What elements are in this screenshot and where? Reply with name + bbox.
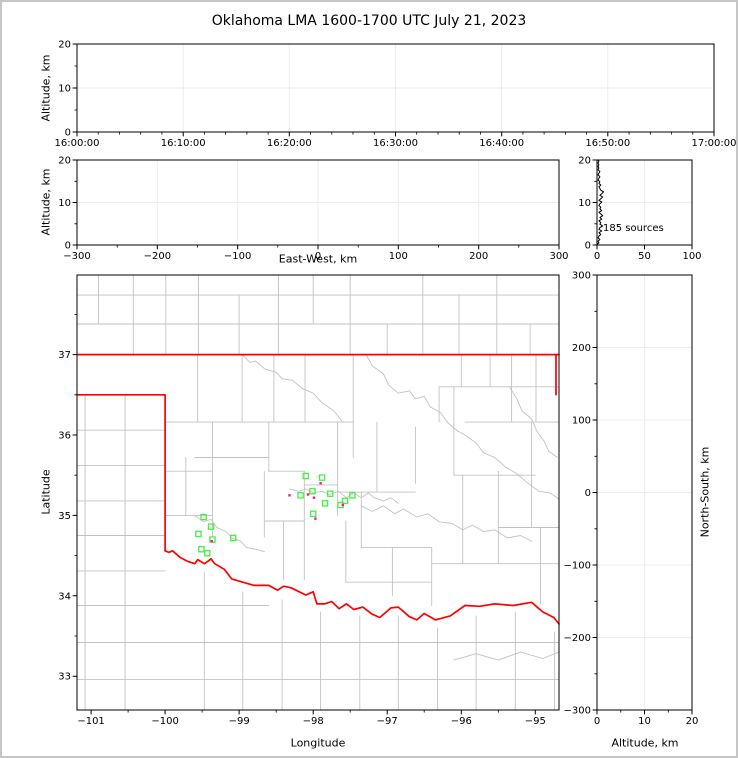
lma-source-square [198,545,205,553]
axis-tick-label: 20 [58,156,71,167]
axis-tick-label: 100 [389,251,408,262]
lma-source-dot [341,503,345,507]
panel-plan-view-map: −101 −100 −99 −98 −97 −96 −95 33 34 35 36 37 [58,274,560,727]
county-line [194,514,265,553]
altitude-histogram-trace [596,159,605,245]
axis-tick-label: −100 [564,561,591,572]
lma-source-dot [288,494,291,497]
lma-source-square [309,510,317,518]
axis-tick-label: 16:00:00 [55,138,100,149]
county-line [289,488,399,504]
axis-tick-label: 0 [65,128,71,139]
axis-tick-label: 16:10:00 [161,138,206,149]
axis-tick-label: 100 [572,416,591,427]
ew-height-y-axis-label: Altitude, km [39,168,53,236]
lma-source-dot [312,496,316,499]
axis-tick-label: −300 [63,251,90,262]
axis-tick-label: 33 [58,672,71,683]
axis-tick-label: 16:40:00 [479,138,524,149]
lma-source-dot [319,482,322,485]
axis-tick-label: 16:50:00 [585,138,630,149]
axis-tick-label: 300 [549,251,568,262]
axis-tick-label: −101 [77,716,104,727]
lma-source-square [321,500,329,507]
axis-tick-label: −97 [377,716,398,727]
county-line [360,505,533,542]
axis-tick-label: 36 [58,431,71,442]
axis-tick-label: 37 [58,350,71,361]
axis-tick-label: 35 [58,511,71,522]
state-border-line [76,393,166,552]
county-line [453,651,560,661]
source-count-annotation: 185 sources [603,223,664,234]
axis-tick-label: −96 [451,716,472,727]
axis-tick-label: −98 [303,716,324,727]
ns-height-y-axis-label: North-South, km [698,446,712,538]
state-border-line [164,549,560,625]
axis-tick-label: 10 [58,198,71,209]
axis-tick-label: −300 [564,706,591,717]
axis-tick-label: −200 [564,633,591,644]
map-x-axis-label: Longitude [290,736,346,750]
axis-tick-label: −95 [525,716,546,727]
lma-source-square [207,523,215,530]
axis-tick-label: 17:00:00 [692,138,737,149]
axis-tick-label: −200 [144,251,171,262]
axis-tick-label: 50 [638,251,651,262]
axis-tick-label: 200 [572,343,591,354]
lma-source-square [229,534,237,542]
figure-title: Oklahoma LMA 1600-1700 UTC July 21, 2023 [211,13,527,29]
lma-source-dot [306,493,310,496]
axis-tick-label: −100 [151,716,178,727]
axis-tick-label: 10 [578,198,591,209]
axis-tick-label: 0 [65,241,71,252]
lma-source-square [309,488,316,495]
axis-tick-label: 0 [594,251,600,262]
panel-north-south-height: 0 10 20 −300 −200 −100 0 100 200 300 [564,271,699,728]
axis-tick-label: 0 [585,241,591,252]
panel-east-west-height: −300 −200 −100 0 100 200 300 0 10 20 [58,156,568,263]
axis-tick-label: 0 [585,488,591,499]
county-line [508,386,558,458]
axis-tick-label: 10 [58,84,71,95]
axis-tick-label: 100 [682,251,701,262]
lma-source-square [297,492,304,499]
lma-source-square [195,530,202,538]
map-y-axis-label: Latitude [39,469,53,515]
axis-tick-label: 16:30:00 [373,138,418,149]
axis-tick-label: −100 [224,251,251,262]
county-line [366,354,560,500]
lma-source-square [341,497,349,505]
lma-source-dot [314,517,317,520]
axis-tick-label: 16:20:00 [267,138,312,149]
time-height-y-axis-label: Altitude, km [39,54,53,122]
lma-source-square [349,492,356,499]
axis-tick-label: 20 [686,716,699,727]
axes-frame [76,274,560,711]
axis-tick-label: 300 [572,271,591,282]
axis-tick-label: 200 [469,251,488,262]
panel-altitude-histogram: 0 50 100 0 10 20 [578,156,701,263]
axis-tick-label: −99 [229,716,250,727]
axis-tick-label: 10 [638,716,651,727]
ew-height-x-axis-label: East-West, km [278,252,358,266]
axis-tick-label: 0 [594,716,600,727]
lma-source-square [326,490,334,497]
axis-tick-label: 0 [315,251,321,262]
lma-source-dot [210,539,213,543]
axis-tick-label: 20 [578,156,591,167]
county-line [242,354,344,423]
lma-source-square [204,549,211,557]
ns-height-x-axis-label: Altitude, km [611,736,679,750]
lma-source-square [302,472,310,480]
lma-source-square [318,474,326,481]
axis-tick-label: 20 [58,40,71,51]
lma-source-square [200,513,207,521]
axis-tick-label: 34 [58,591,71,602]
panel-time-height: 16:00:00 16:10:00 16:20:00 16:30:00 16:40:00… [55,40,737,150]
